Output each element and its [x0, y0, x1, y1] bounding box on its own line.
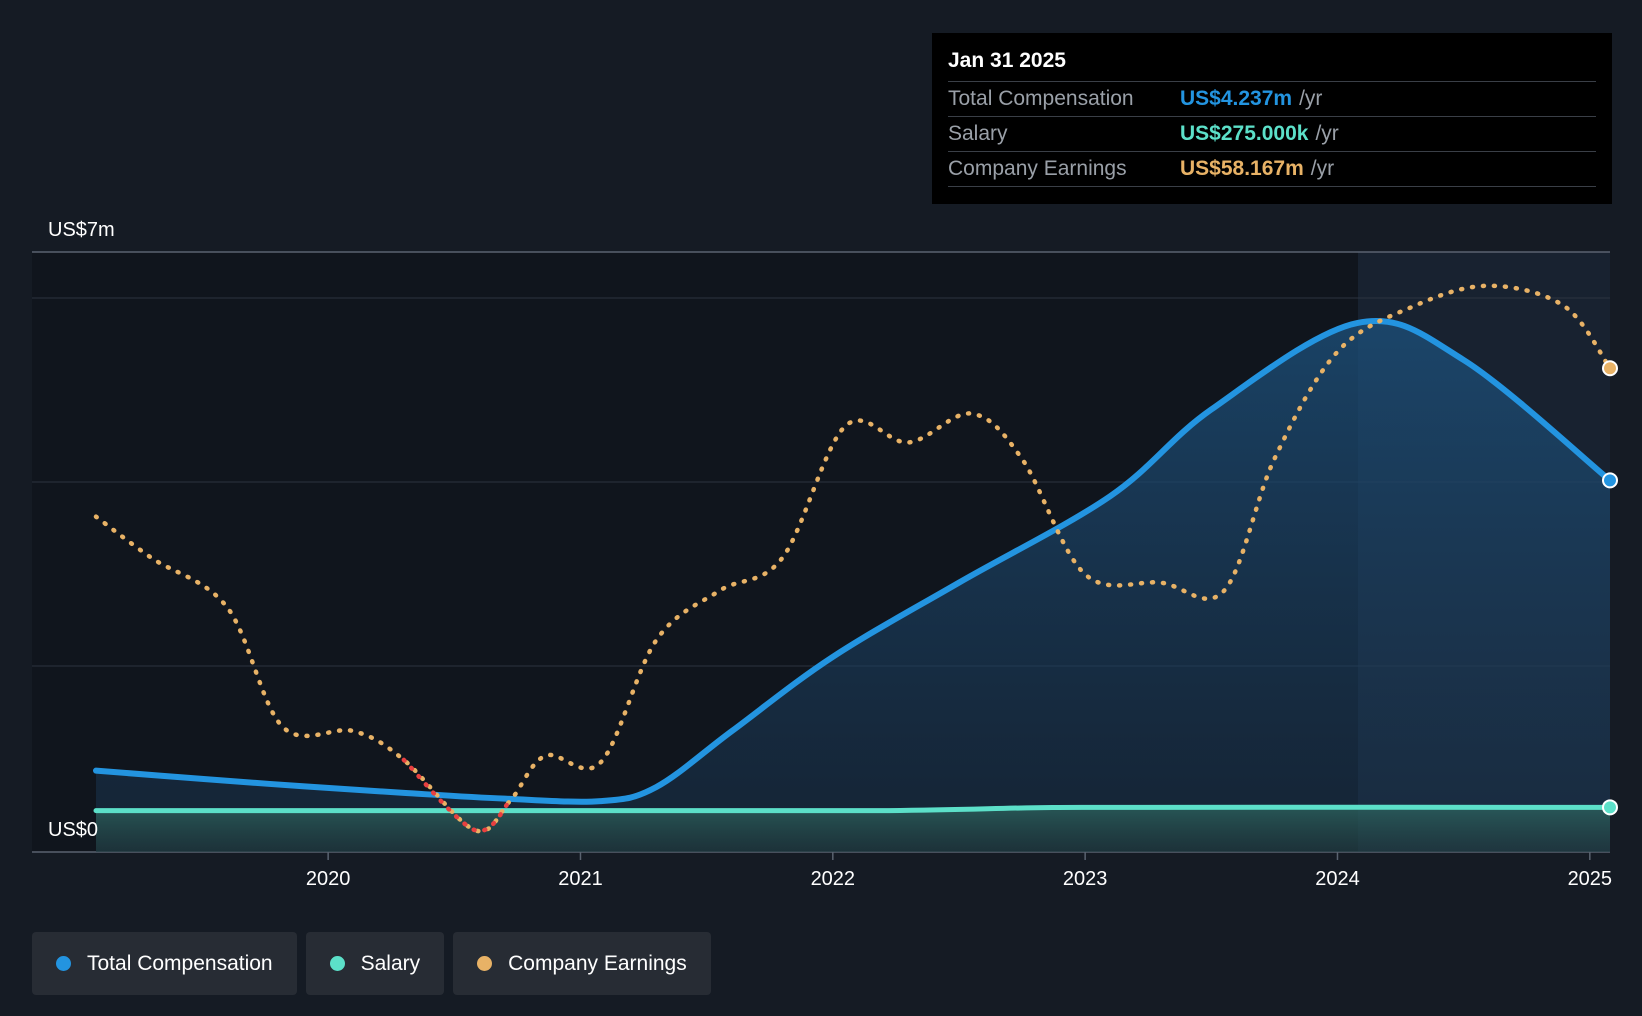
- tooltip-unit: /yr: [1299, 87, 1323, 110]
- circle-dot-icon: [477, 956, 493, 971]
- tooltip-label: Salary: [948, 122, 1008, 145]
- x-tick-label: 2020: [306, 868, 351, 890]
- tooltip-unit: /yr: [1310, 157, 1335, 180]
- series-line-salary: [93, 804, 1613, 814]
- series-area-1: [96, 807, 1610, 852]
- circle-dot-icon: [56, 956, 71, 971]
- tooltip-unit: /yr: [1315, 122, 1339, 145]
- tooltip-value: US$4.237m: [1180, 87, 1293, 110]
- x-tick-label: 2021: [558, 868, 603, 890]
- x-tick-label: 2022: [811, 868, 856, 890]
- tooltip-row-total-compensation: Total Compensation US$4.237m /yr: [948, 82, 1596, 117]
- tooltip-row-company-earnings: Company Earnings US$58.167m /yr: [948, 152, 1596, 187]
- tooltip-label: Company Earnings: [948, 157, 1127, 180]
- legend-item-company-earnings[interactable]: Company Earnings: [453, 932, 711, 995]
- tooltip-row-salary: Salary US$275.000k /yr: [948, 117, 1596, 152]
- tooltip-label: Total Compensation: [948, 87, 1134, 110]
- legend-label: Salary: [360, 951, 421, 975]
- x-tick-label: 2025: [1568, 868, 1613, 890]
- legend-label: Company Earnings: [508, 951, 687, 975]
- legend-item-total-compensation[interactable]: Total Compensation: [32, 932, 297, 995]
- tooltip-value: US$275.000k: [1180, 122, 1309, 145]
- data-tooltip: Jan 31 2025 Total Compensation US$4.237m…: [932, 33, 1612, 204]
- series-endpoint-marker: [1602, 360, 1618, 377]
- legend-label: Total Compensation: [87, 951, 273, 975]
- series-area-0: [96, 320, 1610, 852]
- x-tick-label: 2024: [1315, 868, 1360, 890]
- legend-item-salary[interactable]: Salary: [305, 932, 445, 995]
- tooltip-date: Jan 31 2025: [948, 46, 1596, 82]
- series-line-negative-earnings: [401, 757, 513, 834]
- y-axis-top-label: US$7m: [48, 219, 115, 241]
- series-line-total-compensation: [93, 317, 1613, 805]
- chart-legend: Total Compensation Salary Company Earnin…: [32, 932, 711, 995]
- series-endpoint-marker: [1602, 799, 1618, 816]
- y-axis-bottom-label: US$0: [48, 819, 98, 841]
- circle-dot-icon: [329, 956, 345, 971]
- x-tick-label: 2023: [1063, 868, 1108, 890]
- series-endpoint-marker: [1602, 472, 1618, 489]
- tooltip-value: US$58.167m: [1180, 157, 1304, 180]
